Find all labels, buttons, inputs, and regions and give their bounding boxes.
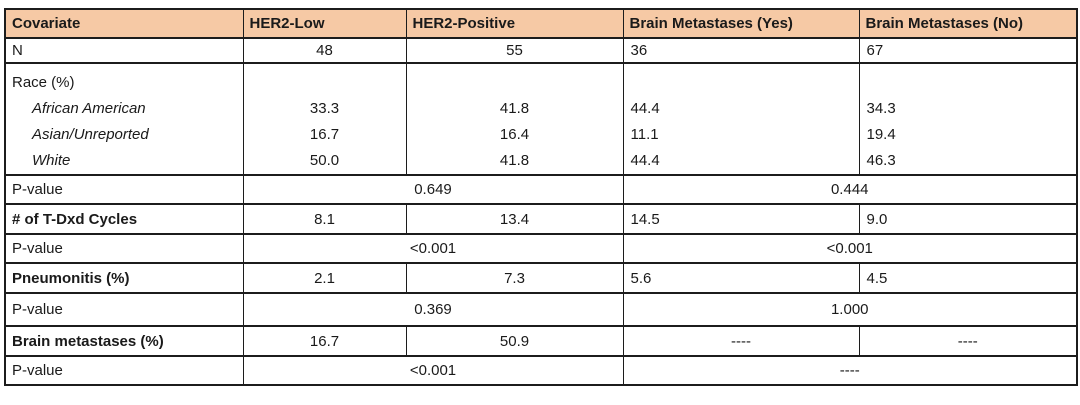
brain-mets-label: Brain metastases (%): [4, 325, 244, 357]
race-pvalue-label: P-value: [4, 174, 244, 205]
brain-mets-pvalue-her2: <0.001: [242, 355, 624, 386]
brain-mets-row: Brain metastases (%) 16.7 50.9 ---- ----: [4, 325, 1078, 357]
pneumonitis-her2-pos-value: 7.3: [405, 262, 624, 294]
header-row: Covariate HER2-Low HER2-Positive Brain M…: [4, 8, 1078, 39]
tdxd-cycles-row: # of T-Dxd Cycles 8.1 13.4 14.5 9.0: [4, 203, 1078, 235]
race-sub-label-white: White: [32, 152, 71, 169]
race-brain-no-value: 34.3: [866, 100, 896, 117]
spacer: [407, 70, 622, 96]
n-brain-yes-value: 36: [622, 37, 860, 64]
tdxd-brain-yes-value: 14.5: [622, 203, 860, 235]
race-label: Race (%): [12, 74, 75, 91]
header-cell-brain-mets-no: Brain Metastases (No): [858, 8, 1078, 39]
brain-mets-brain-yes-value: ----: [622, 325, 860, 357]
tdxd-pvalue-brain: <0.001: [622, 233, 1078, 264]
spacer: [631, 70, 859, 96]
header-cell-covariate: Covariate: [4, 8, 244, 39]
brain-mets-her2-pos-value: 50.9: [405, 325, 624, 357]
spacer: [867, 70, 1077, 96]
race-brain-yes-value: 44.4: [630, 152, 660, 169]
race-her2-pos-values: 41.8 16.4 41.8: [405, 62, 624, 176]
tdxd-brain-no-value: 9.0: [858, 203, 1078, 235]
n-her2-pos-value: 55: [405, 37, 624, 64]
race-brain-no-values: 34.3 19.4 46.3: [858, 62, 1078, 176]
race-brain-yes-value: 44.4: [630, 100, 660, 117]
header-cell-her2-low: HER2-Low: [242, 8, 407, 39]
pneumonitis-brain-no-value: 4.5: [858, 262, 1078, 294]
tdxd-her2-low-value: 8.1: [242, 203, 407, 235]
race-row: Race (%) African American Asian/Unreport…: [4, 62, 1078, 176]
race-her2-low-values: 33.3 16.7 50.0: [242, 62, 407, 176]
pneumonitis-her2-low-value: 2.1: [242, 262, 407, 294]
pneumonitis-pvalue-label: P-value: [4, 292, 244, 327]
n-row: N 48 55 36 67: [4, 37, 1078, 64]
header-cell-brain-mets-yes: Brain Metastases (Yes): [622, 8, 860, 39]
pneumonitis-pvalue-her2: 0.369: [242, 292, 624, 327]
race-sub-label-asian-unreported: Asian/Unreported: [32, 126, 149, 143]
covariates-table-container: Covariate HER2-Low HER2-Positive Brain M…: [4, 8, 1078, 386]
race-brain-yes-values: 44.4 11.1 44.4: [622, 62, 860, 176]
tdxd-cycles-label: # of T-Dxd Cycles: [4, 203, 244, 235]
pneumonitis-label: Pneumonitis (%): [4, 262, 244, 294]
brain-mets-pvalue-brain: ----: [622, 355, 1078, 386]
brain-mets-pvalue-row: P-value <0.001 ----: [4, 355, 1078, 386]
pneumonitis-pvalue-brain: 1.000: [622, 292, 1078, 327]
brain-mets-brain-no-value: ----: [858, 325, 1078, 357]
race-her2-low-value: 50.0: [309, 152, 340, 169]
race-her2-pos-value: 16.4: [499, 126, 530, 143]
brain-mets-her2-low-value: 16.7: [242, 325, 407, 357]
spacer: [244, 70, 405, 96]
race-pvalue-her2: 0.649: [242, 174, 624, 205]
race-her2-low-value: 33.3: [309, 100, 340, 117]
race-label-cell: Race (%) African American Asian/Unreport…: [4, 62, 244, 176]
race-brain-no-value: 19.4: [866, 126, 896, 143]
n-brain-no-value: 67: [858, 37, 1078, 64]
tdxd-pvalue-label: P-value: [4, 233, 244, 264]
race-brain-yes-value: 11.1: [630, 126, 659, 143]
covariates-table: Covariate HER2-Low HER2-Positive Brain M…: [4, 8, 1078, 386]
pneumonitis-row: Pneumonitis (%) 2.1 7.3 5.6 4.5: [4, 262, 1078, 294]
tdxd-pvalue-row: P-value <0.001 <0.001: [4, 233, 1078, 264]
race-pvalue-brain: 0.444: [622, 174, 1078, 205]
tdxd-pvalue-her2: <0.001: [242, 233, 624, 264]
race-sub-label-african-american: African American: [32, 100, 146, 117]
pneumonitis-brain-yes-value: 5.6: [622, 262, 860, 294]
race-her2-pos-value: 41.8: [499, 152, 530, 169]
header-cell-her2-positive: HER2-Positive: [405, 8, 624, 39]
tdxd-her2-pos-value: 13.4: [405, 203, 624, 235]
n-her2-low-value: 48: [242, 37, 407, 64]
race-brain-no-value: 46.3: [866, 152, 896, 169]
pneumonitis-pvalue-row: P-value 0.369 1.000: [4, 292, 1078, 327]
race-her2-pos-value: 41.8: [499, 100, 530, 117]
n-label: N: [4, 37, 244, 64]
brain-mets-pvalue-label: P-value: [4, 355, 244, 386]
race-her2-low-value: 16.7: [309, 126, 340, 143]
race-pvalue-row: P-value 0.649 0.444: [4, 174, 1078, 205]
